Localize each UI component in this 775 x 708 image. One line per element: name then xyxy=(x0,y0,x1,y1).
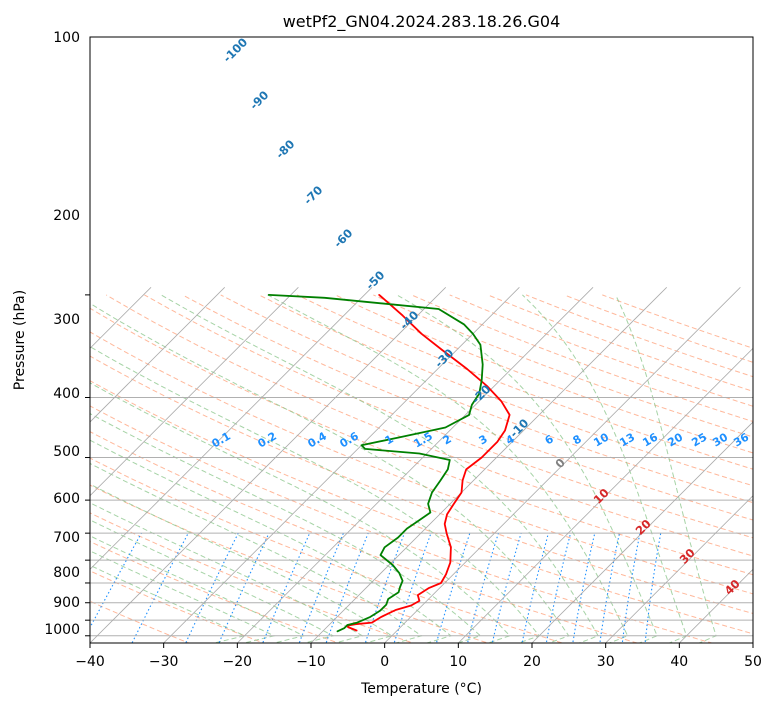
isotherm-line xyxy=(90,287,225,423)
temperature-profile-line xyxy=(345,294,511,632)
y-tick-label: 100 xyxy=(53,30,80,46)
isotherm-line xyxy=(90,287,446,643)
x-tick-label: 50 xyxy=(744,654,762,670)
dry-adiabat xyxy=(182,294,753,521)
x-tick-label: −10 xyxy=(296,654,326,670)
x-tick-label: −40 xyxy=(75,654,105,670)
dry-adiabat xyxy=(90,600,191,643)
dewpoint-profile-line xyxy=(267,294,484,633)
dry-adiabat xyxy=(258,294,753,487)
isotherm-line xyxy=(678,568,753,643)
isotherm-line xyxy=(90,287,152,349)
pressure-gridlines xyxy=(90,396,753,637)
moist-adiabat xyxy=(90,412,482,643)
x-tick-label: 10 xyxy=(449,654,467,670)
x-tick-label: 30 xyxy=(597,654,615,670)
dry-adiabat xyxy=(334,294,753,454)
y-tick-label: 900 xyxy=(53,595,80,611)
y-tick-label: 1000 xyxy=(44,622,80,638)
x-tick-label: 40 xyxy=(670,654,688,670)
moist-adiabat xyxy=(90,439,452,643)
moist-adiabat xyxy=(90,535,305,643)
dry-adiabat xyxy=(90,457,564,643)
isotherm-line xyxy=(90,287,373,570)
x-axis: −40 −30 −20 −10 0 10 20 30 40 50 xyxy=(75,654,762,670)
x-tick-label: 20 xyxy=(523,654,541,670)
isotherm-line xyxy=(310,287,667,643)
tick-marks xyxy=(85,294,754,648)
skewed-isotherms xyxy=(90,287,753,643)
y-axis-label: Pressure (hPa) xyxy=(12,290,28,390)
y-tick-label: 800 xyxy=(53,565,80,581)
y-tick-label: 700 xyxy=(53,530,80,546)
isotherm-line xyxy=(90,287,299,497)
y-tick-label: 200 xyxy=(53,208,80,224)
moist-adiabat xyxy=(396,294,658,643)
isotherm-line xyxy=(605,495,753,643)
isotherm-line xyxy=(457,347,753,643)
plot-area: -100 -90 -80 -70 -60 -50 -40 -30 -20 -10… xyxy=(90,37,753,643)
dry-adiabat xyxy=(220,294,753,504)
x-axis-label: Temperature (°C) xyxy=(360,681,482,697)
x-tick-label: −20 xyxy=(223,654,253,670)
isotherm-line xyxy=(384,287,741,643)
plot-frame xyxy=(89,36,754,644)
y-tick-label: 400 xyxy=(53,386,80,402)
y-tick-label: 300 xyxy=(53,312,80,328)
y-axis: 100 200 300 400 500 600 700 800 900 1000 xyxy=(44,30,80,638)
x-tick-label: 0 xyxy=(380,654,389,670)
moist-adiabat xyxy=(90,483,394,643)
dry-adiabat xyxy=(90,512,415,643)
dry-adiabat xyxy=(90,570,265,643)
y-tick-label: 600 xyxy=(53,491,80,507)
chart-title: wetPf2_GN04.2024.283.18.26.G04 xyxy=(283,12,561,32)
y-tick-label: 500 xyxy=(53,444,80,460)
dry-adiabat xyxy=(105,294,753,557)
isotherm-line xyxy=(163,287,520,643)
x-tick-label: −30 xyxy=(149,654,179,670)
dry-adiabat xyxy=(144,294,753,539)
profile-series xyxy=(267,294,511,633)
isotherm-line xyxy=(531,421,753,643)
isotherm-line xyxy=(236,287,594,643)
dry-adiabat xyxy=(90,331,753,595)
